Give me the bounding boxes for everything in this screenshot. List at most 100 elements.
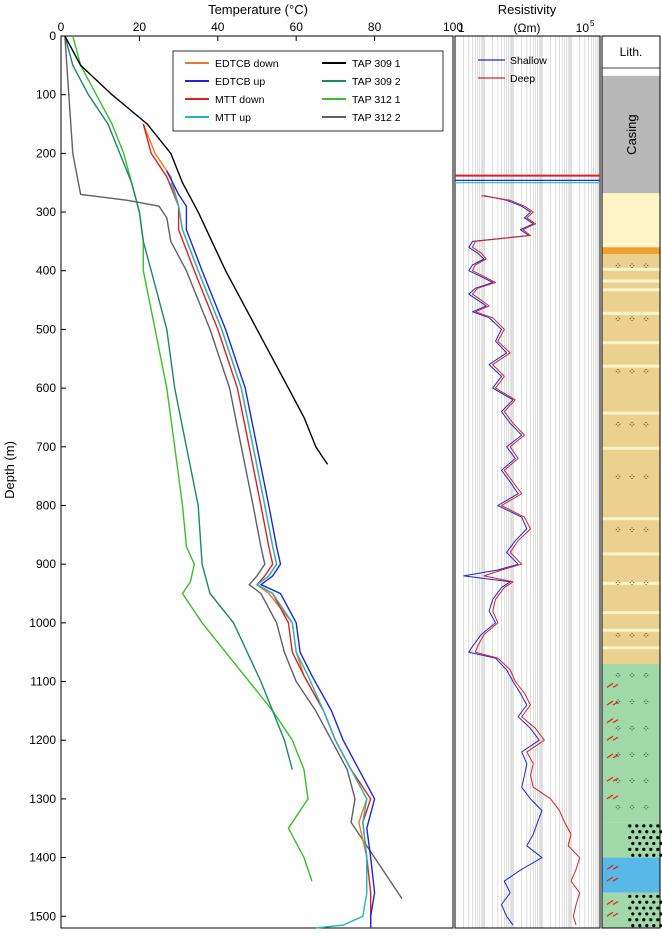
lithology-grain-mark: ⁘ xyxy=(642,314,650,324)
lithology-grain-mark: ⁘ xyxy=(614,525,622,535)
lithology-fracture-mark xyxy=(606,876,619,882)
lithology-grain-mark: ⁘ xyxy=(642,750,650,760)
lithology-pebble xyxy=(638,900,642,904)
lithology-pebble xyxy=(635,918,639,922)
depth-axis-title: Depth (m) xyxy=(2,441,17,499)
lithology-grain-mark: ⁘ xyxy=(642,723,650,733)
lithology-thin-bed xyxy=(602,628,660,632)
resistivity-tick-label-left: 1 xyxy=(458,21,465,35)
lithology-pebble xyxy=(635,906,639,910)
legend-label: MTT down xyxy=(215,94,265,106)
lithology-pebble xyxy=(649,918,653,922)
lithology-grain-mark: ⁘ xyxy=(642,671,650,681)
lithology-grain-mark: ⁘ xyxy=(628,261,636,271)
lithology-pebble xyxy=(631,900,635,904)
lithology-pebble xyxy=(649,836,653,840)
lithology-pebble xyxy=(628,847,632,851)
temperature-series-line-edtcb-up xyxy=(166,170,376,928)
lithology-thin-bed xyxy=(602,267,660,271)
resistivity-tick-label-right: 10 xyxy=(576,21,590,35)
lithology-thin-bed xyxy=(602,611,660,615)
lithology-pebble xyxy=(652,924,656,928)
lithology-pebble xyxy=(631,924,635,928)
lithology-thin-bed xyxy=(602,364,660,368)
lithology-grain-mark: ⁘ xyxy=(614,671,622,681)
lithology-pebble xyxy=(628,894,632,898)
lithology-grain-mark: ⁘ xyxy=(614,578,622,588)
lithology-unit xyxy=(602,822,660,858)
depth-y-tick-label: 800 xyxy=(36,498,56,512)
temperature-x-tick-label: 80 xyxy=(368,20,382,34)
temperature-series-line-mtt-down xyxy=(142,123,372,928)
lithology-pebble xyxy=(631,841,635,846)
lithology-pebble xyxy=(631,912,635,916)
lithology-pebble xyxy=(638,841,642,846)
temperature-series-line-tap-312-1 xyxy=(72,35,313,882)
depth-y-tick-label: 500 xyxy=(36,322,56,336)
lithology-grain-mark: ⁘ xyxy=(614,367,622,377)
lithology-pebble xyxy=(628,836,632,840)
lithology-pebble xyxy=(652,853,656,857)
temperature-legend-box xyxy=(172,50,444,132)
resistivity-panel: 1 10 5 Shallow Deep xyxy=(454,19,601,929)
lithology-pebble xyxy=(656,918,660,922)
lithology-pebble xyxy=(645,830,649,834)
lithology-thin-bed xyxy=(602,552,660,556)
temperature-x-tick-label: 20 xyxy=(133,20,147,34)
lithology-pebble xyxy=(642,836,646,840)
lithology-grain-mark: ⁘ xyxy=(642,419,650,429)
resistivity-legend-label: Deep xyxy=(510,73,535,85)
lithology-grain-mark: ⁘ xyxy=(628,419,636,429)
lithology-fracture-mark xyxy=(606,753,619,759)
depth-y-tick-label: 100 xyxy=(36,88,56,102)
lithology-fracture-mark xyxy=(606,900,619,906)
lithology-pebble xyxy=(652,900,656,904)
lithology-pebble xyxy=(656,824,660,828)
lithology-grain-mark: ⁘ xyxy=(642,803,650,813)
depth-y-tick-label: 200 xyxy=(36,146,56,160)
lithology-thin-bed xyxy=(602,581,660,585)
depth-y-tick-label: 0 xyxy=(49,29,56,43)
lithology-pebble xyxy=(656,836,660,840)
lithology-fracture-mark xyxy=(606,700,619,706)
depth-y-tick-label: 900 xyxy=(36,557,56,571)
temperature-x-tick-label: 0 xyxy=(58,20,65,34)
lithology-grain-mark: ⁘ xyxy=(642,631,650,641)
lithology-grain-mark: ⁘ xyxy=(628,723,636,733)
lithology-grain-mark: ⁘ xyxy=(642,261,650,271)
lithology-grain-mark: ⁘ xyxy=(628,525,636,535)
temperature-panel: 0 20 40 60 80 1000100200300400500600700800900… xyxy=(29,20,463,929)
lithology-pebble xyxy=(645,900,649,904)
lithology-grain-mark: ⁘ xyxy=(614,803,622,813)
lithology-grain-mark: ⁘ xyxy=(628,776,636,786)
legend-label: TAP 312 1 xyxy=(352,94,401,106)
lithology-fracture-mark xyxy=(606,864,619,870)
legend-label: EDTCB up xyxy=(215,76,265,88)
lithology-pebble xyxy=(628,824,632,828)
lithology-grain-mark: ⁘ xyxy=(642,578,650,588)
lithology-pebble xyxy=(645,924,649,928)
resistivity-series-line-shallow xyxy=(463,195,543,926)
lithology-fracture-mark xyxy=(606,682,619,688)
lithology-grain-mark: ⁘ xyxy=(628,803,636,813)
lithology-pebble xyxy=(638,924,642,928)
depth-y-tick-label: 700 xyxy=(36,440,56,454)
legend-label: TAP 309 2 xyxy=(352,76,401,88)
temperature-axis-title: Temperature (°C) xyxy=(208,2,308,17)
lithology-grain-mark: ⁘ xyxy=(628,314,636,324)
legend-label: MTT up xyxy=(215,112,251,124)
lithology-pebble xyxy=(635,836,639,840)
lithology-grain-mark: ⁘ xyxy=(628,472,636,482)
lithology-pebble xyxy=(645,853,649,857)
lithology-frame xyxy=(601,35,661,929)
temperature-x-tick-label: 60 xyxy=(290,20,304,34)
lithology-grain-mark: ⁘ xyxy=(614,314,622,324)
lithology-thin-bed xyxy=(602,288,660,292)
lithology-pebble xyxy=(649,894,653,898)
lithology-pebble xyxy=(652,830,656,834)
resistivity-unit-label: (Ωm) xyxy=(514,21,541,35)
lithology-pebble xyxy=(635,847,639,851)
lithology-pebble xyxy=(656,906,660,910)
lithology-pebble xyxy=(656,847,660,851)
